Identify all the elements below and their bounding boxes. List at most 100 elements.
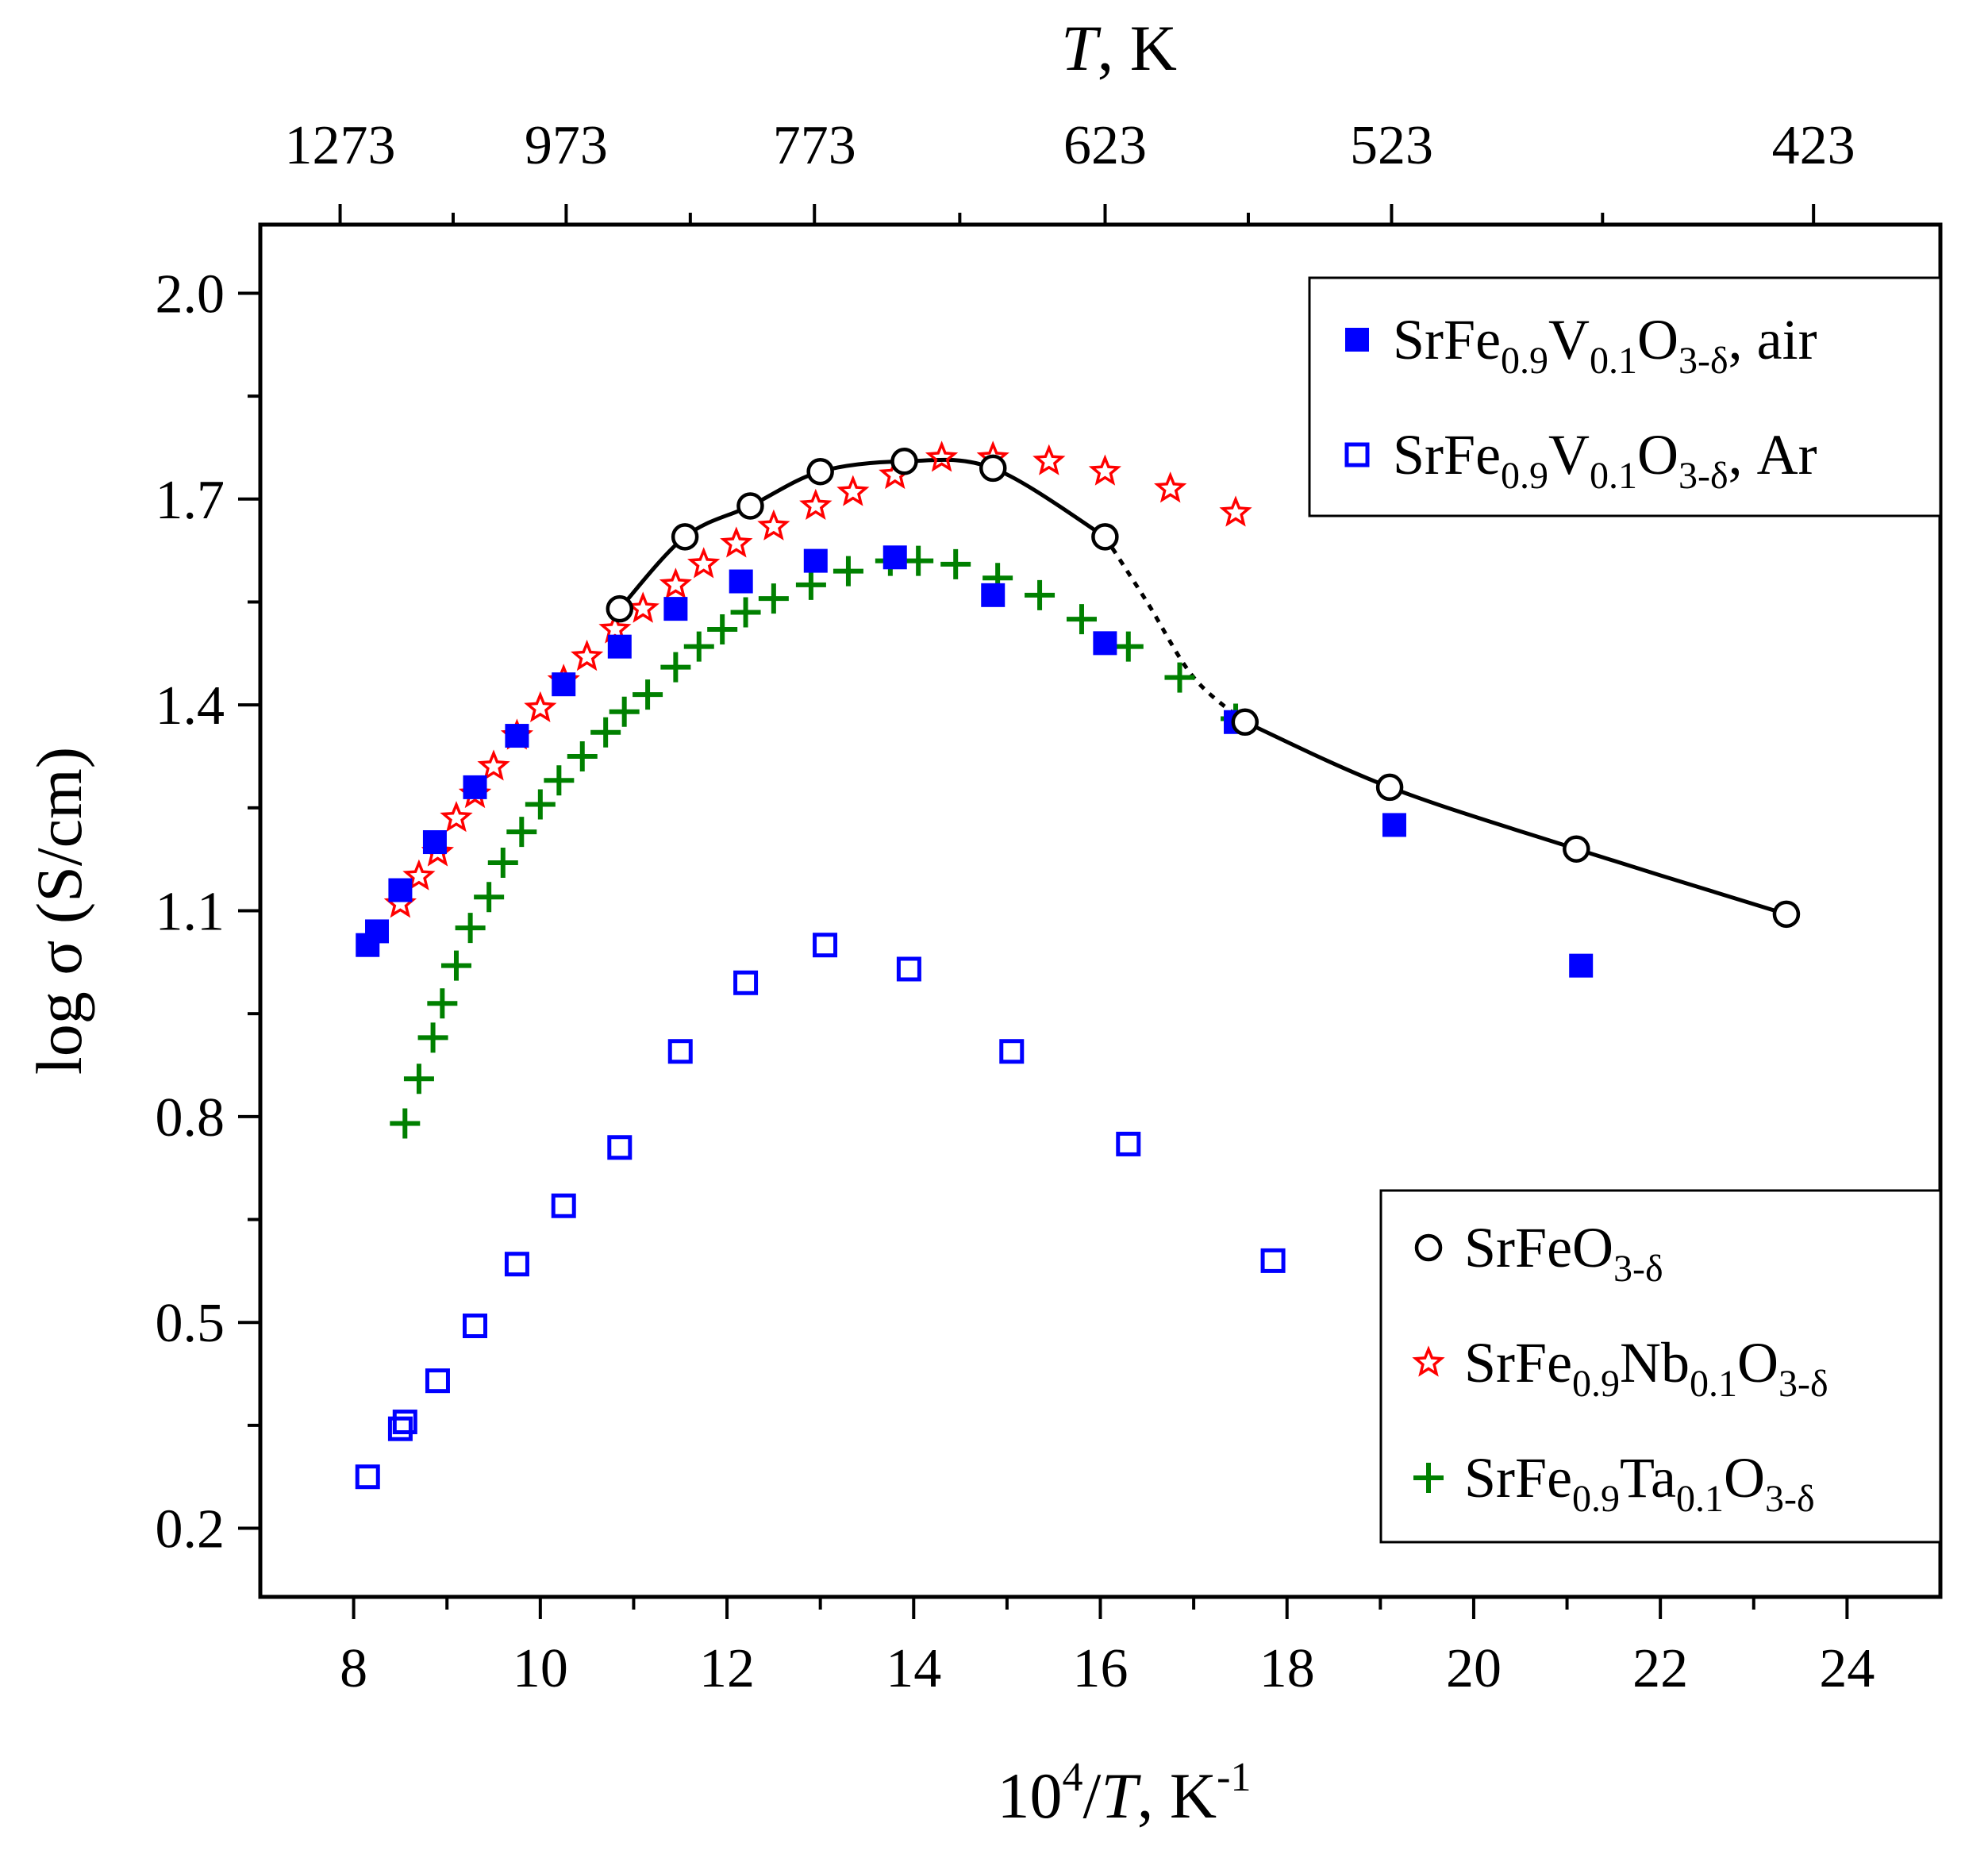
- y-tick-label: 1.7: [156, 470, 225, 531]
- x-tick-label: 8: [340, 1638, 367, 1699]
- data-point-nb: [477, 749, 510, 781]
- data-point-nb: [720, 526, 753, 558]
- data-point-v_air: [365, 919, 390, 944]
- legend-label-ta: SrFe0.9Ta0.1O3-δ: [1464, 1446, 1815, 1520]
- data-point-srfeo3: [979, 454, 1007, 483]
- top-tick-label: 1273: [285, 115, 396, 176]
- data-point-srfeo3: [1563, 835, 1590, 863]
- series-nb: [383, 440, 1252, 918]
- legend-label-v_ar: SrFe0.9V0.1O3-δ, Ar: [1393, 423, 1817, 497]
- data-point-ta: [455, 913, 486, 944]
- data-point-srfeo3: [806, 457, 834, 486]
- tick-labels-layer: 8 10 12 14 16 18 20 22 24 0.2 0.5 0.8 1.1 1.4 1.7 2.0 12…: [156, 115, 1875, 1699]
- legend-box: [1308, 276, 1942, 517]
- data-point-ta: [609, 696, 640, 727]
- data-point-ta: [1025, 579, 1056, 610]
- top-tick-label: 623: [1063, 115, 1147, 176]
- legend-marker-ta: [1413, 1463, 1444, 1493]
- data-point-ta: [417, 1022, 448, 1053]
- data-point-ta: [633, 679, 663, 710]
- data-point-nb: [925, 440, 959, 472]
- ticks-layer: [238, 204, 1849, 1619]
- data-point-v_air: [729, 569, 753, 594]
- data-point-nb: [836, 475, 870, 506]
- legend-bottom-right: SrFeO3-δ SrFe0.9Nb0.1O3-δ SrFe0.9Ta0.1O3-δ: [1379, 1189, 1942, 1544]
- data-point-nb: [659, 567, 692, 599]
- data-point-nb: [757, 509, 790, 540]
- data-point-v_ar: [1116, 1131, 1141, 1156]
- data-point-nb: [626, 591, 659, 623]
- data-point-ta: [660, 652, 691, 683]
- data-point-v_air: [388, 878, 413, 902]
- data-point-v_ar: [387, 1416, 413, 1441]
- y-tick-label: 2.0: [156, 264, 225, 325]
- data-point-nb: [687, 547, 721, 579]
- y-tick-label: 0.5: [156, 1293, 225, 1354]
- data-point-nb: [1088, 454, 1121, 486]
- legend-label-nb: SrFe0.9Nb0.1O3-δ: [1464, 1331, 1828, 1405]
- data-point-ta: [403, 1064, 434, 1094]
- data-point-v_air: [607, 634, 632, 659]
- data-marks-layer: [355, 440, 1801, 1490]
- data-point-ta: [544, 765, 575, 796]
- data-point-ta: [707, 614, 738, 645]
- data-point-v_ar: [733, 970, 759, 995]
- series-srfeo3: [606, 448, 1801, 929]
- data-point-ta: [487, 847, 518, 878]
- data-point-ta: [730, 597, 761, 628]
- x-tick-label: 16: [1073, 1638, 1129, 1699]
- data-point-v_ar: [392, 1410, 417, 1435]
- data-point-ta: [525, 789, 556, 820]
- legend-box: [1379, 1189, 1942, 1544]
- data-point-srfeo3: [671, 523, 699, 551]
- data-point-nb: [1032, 444, 1066, 475]
- fit-line-layer: [617, 457, 1787, 917]
- data-point-ta: [832, 556, 863, 587]
- data-point-v_ar: [355, 1464, 380, 1490]
- legend-top-right: SrFe0.9V0.1O3-δ, air SrFe0.9V0.1O3-δ, Ar: [1308, 276, 1942, 517]
- data-point-srfeo3: [1772, 900, 1801, 929]
- x-tick-label: 22: [1632, 1638, 1688, 1699]
- data-point-v_air: [463, 775, 487, 799]
- data-point-v_ar: [504, 1252, 529, 1277]
- data-point-srfeo3: [1091, 523, 1119, 551]
- data-point-nb: [402, 859, 436, 891]
- data-point-v_ar: [999, 1039, 1025, 1064]
- top-tick-label: 773: [773, 115, 856, 176]
- data-point-v_air: [663, 597, 688, 621]
- data-point-v_air: [882, 545, 907, 570]
- data-point-ta: [390, 1108, 421, 1139]
- data-point-v_air: [1382, 813, 1406, 837]
- x-tick-label: 12: [699, 1638, 755, 1699]
- data-point-ta: [940, 548, 971, 579]
- data-point-v_ar: [463, 1314, 488, 1339]
- x-tick-label: 20: [1446, 1638, 1502, 1699]
- data-point-ta: [1164, 662, 1195, 693]
- x-tick-label: 24: [1819, 1638, 1875, 1699]
- legend-marker-nb: [1412, 1345, 1445, 1377]
- data-point-v_ar: [551, 1193, 576, 1218]
- data-point-v_air: [505, 724, 529, 748]
- data-point-ta: [1113, 631, 1144, 662]
- series-ta: [390, 545, 1252, 1139]
- data-point-v_air: [552, 672, 576, 697]
- data-point-srfeo3: [606, 594, 634, 623]
- y-tick-label: 0.2: [156, 1499, 225, 1560]
- data-point-srfeo3: [1231, 708, 1259, 737]
- data-point-nb: [799, 488, 832, 521]
- data-point-nb: [440, 801, 473, 833]
- legend-label-v_air: SrFe0.9V0.1O3-δ, air: [1393, 308, 1817, 382]
- legend-marker-v_air: [1345, 328, 1369, 352]
- y-tick-label: 1.1: [156, 882, 225, 943]
- data-point-ta: [683, 631, 714, 662]
- data-point-nb: [1154, 471, 1187, 503]
- top-tick-label: 523: [1350, 115, 1433, 176]
- top-tick-label: 973: [525, 115, 608, 176]
- series-v_ar: [355, 933, 1286, 1490]
- data-point-v_air: [1093, 631, 1117, 656]
- data-point-v_ar: [607, 1135, 633, 1160]
- data-point-ta: [567, 741, 598, 771]
- data-point-v_air: [1569, 953, 1594, 978]
